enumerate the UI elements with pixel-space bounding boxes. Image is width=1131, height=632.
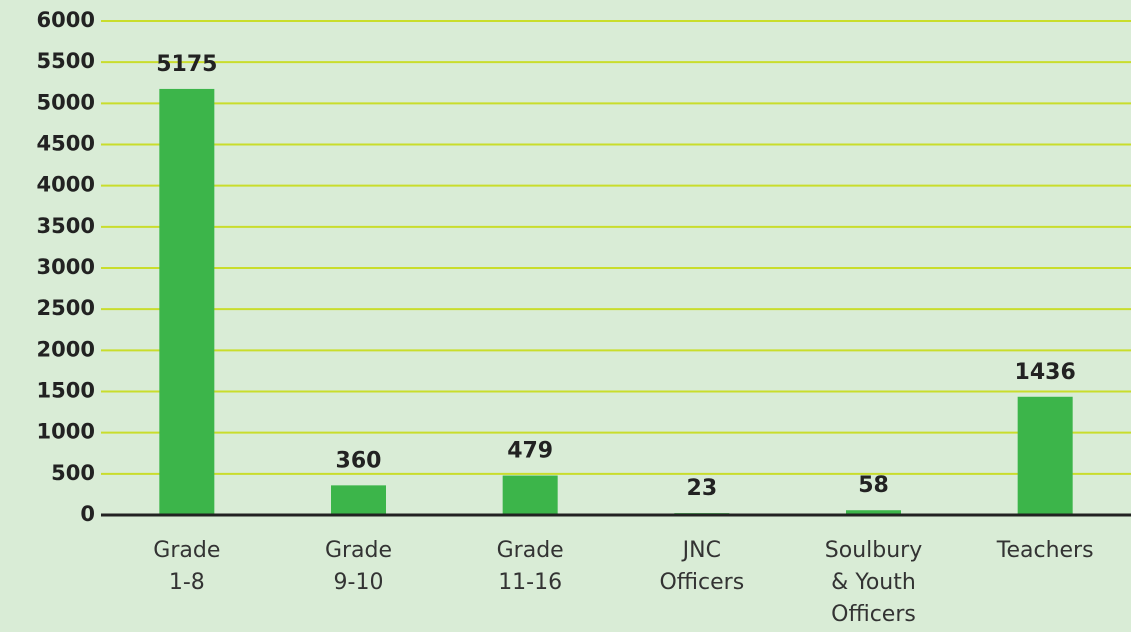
x-tick-label: Grade 9-10 <box>325 538 392 595</box>
data-label: 5175 <box>156 52 217 77</box>
data-label: 479 <box>507 439 553 464</box>
bar <box>502 475 558 515</box>
bar <box>159 88 215 516</box>
y-tick-label: 4000 <box>37 173 95 197</box>
x-tick-label: Grade 1-8 <box>153 538 220 595</box>
y-tick-label: 3000 <box>37 255 95 279</box>
data-label: 23 <box>687 476 718 501</box>
data-label: 360 <box>336 448 382 473</box>
y-tick-label: 1000 <box>37 420 95 444</box>
y-tick-label: 5500 <box>37 49 95 73</box>
y-tick-label: 500 <box>51 461 95 485</box>
x-tick-label: Teachers <box>996 538 1094 563</box>
x-tick-label: JNC Officers <box>659 538 744 595</box>
data-label: 58 <box>858 473 889 498</box>
y-tick-label: 2500 <box>37 296 95 320</box>
y-tick-label: 2000 <box>37 337 95 361</box>
bar <box>846 510 901 515</box>
data-label: 1436 <box>1015 360 1076 385</box>
bar <box>1017 396 1073 515</box>
y-tick-label: 1500 <box>37 379 95 403</box>
x-tick-label: Soulbury & Youth Officers <box>825 538 922 627</box>
y-tick-label: 5000 <box>37 90 95 114</box>
x-tick-label: Grade 11-16 <box>497 538 564 595</box>
y-tick-label: 0 <box>80 502 95 526</box>
y-tick-label: 3500 <box>37 214 95 238</box>
y-tick-label: 6000 <box>37 8 95 32</box>
bar <box>331 485 386 515</box>
y-tick-label: 4500 <box>37 132 95 156</box>
